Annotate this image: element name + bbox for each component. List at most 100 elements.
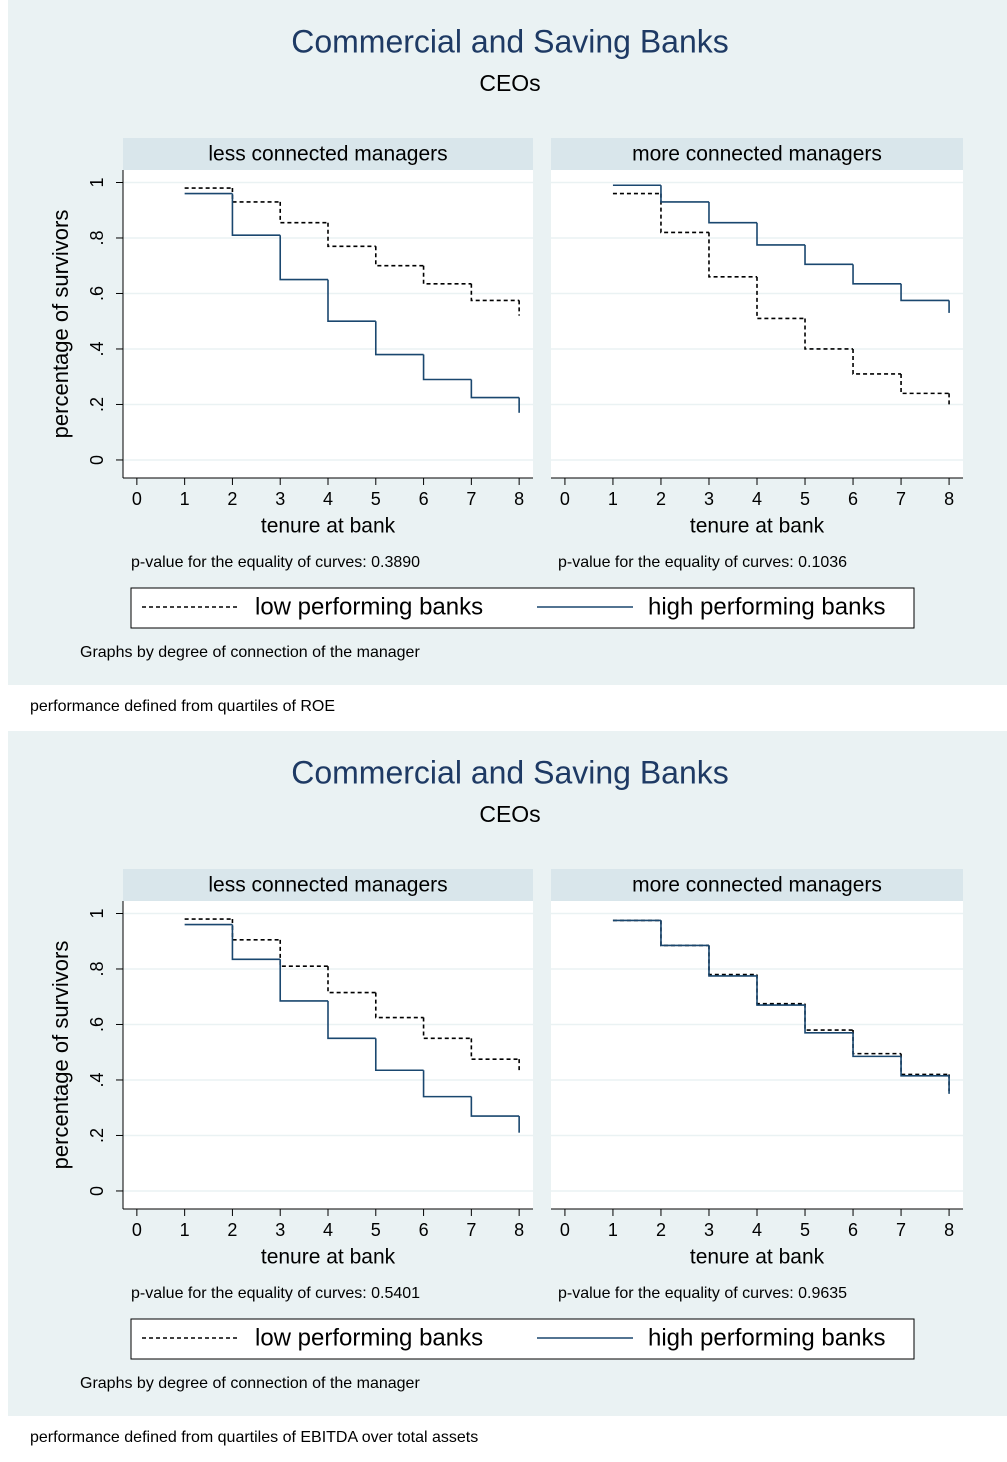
x-tick-label: 7 <box>466 1220 476 1240</box>
survival-step <box>804 318 854 350</box>
plot-area <box>123 901 533 1209</box>
survival-step <box>804 244 854 266</box>
y-tick-label: .2 <box>87 1128 107 1143</box>
y-tick-label: .8 <box>87 230 107 245</box>
legend-box <box>130 587 915 629</box>
survival-step <box>231 193 281 237</box>
p-value: p-value for the equality of curves: 0.54… <box>131 1285 420 1302</box>
x-tick-label: 0 <box>560 1220 570 1240</box>
legend-label: high performing banks <box>648 1324 885 1351</box>
survival-step <box>900 283 950 302</box>
figure: Commercial and Saving Banks CEOs percentag… <box>8 731 1007 1446</box>
survival-step <box>852 348 902 375</box>
x-tick-label: 0 <box>132 489 142 509</box>
survival-step <box>470 379 520 399</box>
panel-header <box>551 138 963 170</box>
x-tick-label: 0 <box>132 1220 142 1240</box>
figure-title: Commercial and Saving Banks <box>291 23 729 59</box>
survival-step <box>327 279 376 323</box>
survival-step <box>756 276 806 320</box>
x-tick-label: 6 <box>848 489 858 509</box>
survival-step <box>327 1000 376 1040</box>
y-tick-label: 0 <box>87 1186 107 1196</box>
legend-label: low performing banks <box>255 1324 483 1351</box>
x-tick-label: 6 <box>848 1220 858 1240</box>
survival-step <box>279 201 328 224</box>
survival-step <box>852 264 902 285</box>
panel-title: less connected managers <box>208 874 447 897</box>
survival-step <box>708 201 757 224</box>
x-tick-label: 6 <box>419 489 429 509</box>
survival-step <box>660 185 709 203</box>
survival-step <box>756 975 806 1006</box>
y-tick-label: .4 <box>87 341 107 356</box>
x-tick-label: 5 <box>371 1220 381 1240</box>
survival-step <box>470 1038 520 1060</box>
panel-header <box>123 138 533 170</box>
panel-title: more connected managers <box>632 874 882 897</box>
x-tick-label: 2 <box>656 1220 666 1240</box>
survival-step <box>422 1070 472 1098</box>
x-tick-label: 2 <box>227 489 237 509</box>
survival-step <box>422 354 472 381</box>
x-tick-label: 7 <box>466 489 476 509</box>
x-tick-label: 8 <box>944 1220 954 1240</box>
x-tick-label: 1 <box>180 1220 190 1240</box>
survival-step <box>374 992 424 1019</box>
x-tick-label: 3 <box>275 489 285 509</box>
caption: performance defined from quartiles of RO… <box>30 698 335 715</box>
x-tick-label: 5 <box>371 489 381 509</box>
y-tick-label: .8 <box>87 961 107 976</box>
survival-step <box>374 246 424 267</box>
survival-step <box>708 945 757 977</box>
x-tick-label: 1 <box>608 1220 618 1240</box>
figure: Commercial and Saving Banks CEOs percentag… <box>8 0 1007 715</box>
survival-step <box>900 1056 950 1077</box>
figure-title: Commercial and Saving Banks <box>291 754 729 790</box>
y-tick-label: .2 <box>87 397 107 412</box>
survival-step <box>900 373 950 395</box>
x-tick-label: 6 <box>419 1220 429 1240</box>
plot-area <box>551 901 963 1209</box>
survival-step <box>279 959 328 1002</box>
x-tick-label: 2 <box>227 1220 237 1240</box>
survival-step <box>231 924 281 961</box>
x-tick-label: 1 <box>180 489 190 509</box>
plot-area <box>551 170 963 478</box>
legend-label: high performing banks <box>648 593 885 620</box>
survival-step <box>804 1005 854 1034</box>
y-tick-label: .6 <box>87 286 107 301</box>
y-tick-label: .4 <box>87 1072 107 1087</box>
survival-step <box>374 1038 424 1072</box>
x-tick-label: 4 <box>323 489 333 509</box>
note: Graphs by degree of connection of the ma… <box>80 1375 420 1392</box>
x-tick-label: 7 <box>896 1220 906 1240</box>
survival-step <box>852 1032 902 1058</box>
x-tick-label: 4 <box>752 1220 762 1240</box>
x-tick-label: 3 <box>275 1220 285 1240</box>
y-axis-title: percentage of survivors <box>48 210 73 439</box>
survival-step <box>327 222 376 248</box>
panel-title: less connected managers <box>208 143 447 166</box>
survival-step <box>422 265 472 285</box>
figure-subtitle: CEOs <box>479 70 540 96</box>
y-tick-label: .6 <box>87 1017 107 1032</box>
survival-step <box>279 939 328 968</box>
survival-step <box>470 1096 520 1117</box>
survival-step <box>231 188 281 203</box>
y-tick-label: 1 <box>87 177 107 187</box>
legend-label: low performing banks <box>255 593 483 620</box>
note: Graphs by degree of connection of the ma… <box>80 644 420 661</box>
x-tick-label: 0 <box>560 489 570 509</box>
survival-step <box>708 232 757 278</box>
p-value: p-value for the equality of curves: 0.96… <box>558 1285 847 1302</box>
survival-step <box>756 222 806 246</box>
x-tick-label: 7 <box>896 489 906 509</box>
x-tick-label: 2 <box>656 489 666 509</box>
y-tick-label: 1 <box>87 908 107 918</box>
p-value: p-value for the equality of curves: 0.10… <box>558 554 847 571</box>
survival-step <box>279 235 328 281</box>
survival-step <box>900 1053 950 1076</box>
figure-subtitle: CEOs <box>479 801 540 827</box>
